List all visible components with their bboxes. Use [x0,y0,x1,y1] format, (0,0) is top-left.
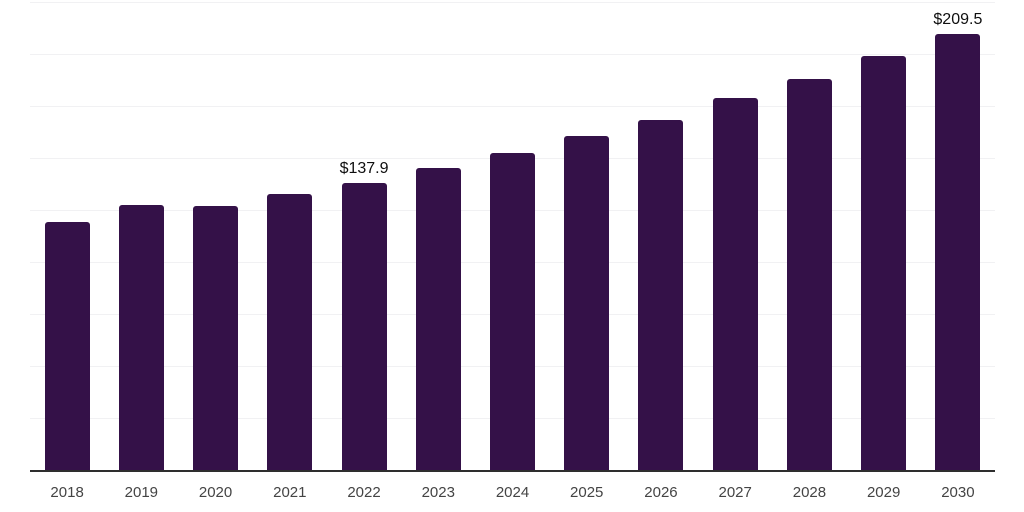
gridline-y-200 [30,54,995,55]
x-tick-label-2029: 2029 [866,484,901,501]
bar-2024 [490,153,535,472]
x-tick-label-2019: 2019 [124,484,159,501]
bar-2018 [44,221,90,472]
gridline-y-225 [30,2,995,3]
x-tick-label-2026: 2026 [644,484,678,501]
x-axis-line [30,470,995,472]
bar-2028 [786,78,832,472]
bar-2020 [193,205,239,472]
data-label-2022: $137.9 [339,160,389,178]
x-tick-label-2018: 2018 [50,484,84,501]
bar-2023 [415,167,461,472]
gridline-y-175 [30,106,995,107]
bar-2025 [564,136,610,472]
bar-2022 [341,183,387,472]
bar-2030 [935,34,981,472]
x-tick-label-2023: 2023 [421,484,455,501]
x-tick-label-2025: 2025 [570,484,604,501]
bar-2027 [712,97,758,472]
x-tick-label-2028: 2028 [792,484,827,501]
x-tick-label-2027: 2027 [718,484,752,501]
x-tick-label-2020: 2020 [198,484,233,501]
x-tick-label-2024: 2024 [495,484,530,501]
bar-2021 [267,193,313,472]
bar-2026 [638,119,684,472]
bar-2029 [861,56,907,472]
x-tick-label-2030: 2030 [941,484,975,501]
x-tick-label-2022: 2022 [347,484,381,501]
data-label-2030: $209.5 [933,11,983,29]
x-tick-label-2021: 2021 [273,484,307,501]
bar-2019 [118,205,164,472]
